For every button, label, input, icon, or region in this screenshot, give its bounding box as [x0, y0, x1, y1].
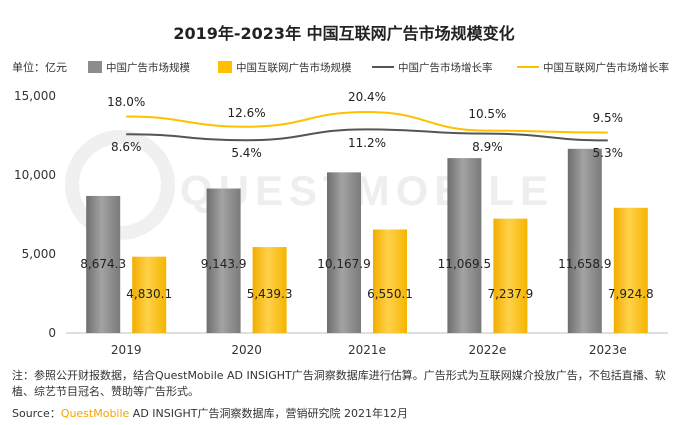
growth-rate-label: 9.5%	[593, 111, 624, 125]
y-tick-label: 0	[48, 326, 56, 340]
bar-value-label: 4,830.1	[126, 287, 172, 301]
bars: 8,674.3 9,143.9 10,167.9 11,069.5 11,658.9 4,…	[80, 148, 654, 333]
bar-value-label: 6,550.1	[367, 287, 413, 301]
growth-rate-label: 10.5%	[468, 107, 506, 121]
bar	[567, 148, 602, 333]
x-axis: 2019 2020 2021e 2022e 2023e	[111, 343, 627, 357]
bar-value-label: 7,237.9	[487, 287, 533, 301]
y-tick-label: 5,000	[22, 247, 56, 261]
x-tick-label: 2019	[111, 343, 142, 357]
growth-rate-label: 20.4%	[348, 90, 386, 104]
legend-swatch	[88, 61, 102, 73]
bar	[327, 172, 361, 333]
bar-value-label: 5,439.3	[247, 287, 293, 301]
footnote: 注：参照公开财报数据，结合QuestMobile AD INSIGHT广告洞察数…	[12, 369, 666, 398]
bar	[86, 195, 121, 333]
source-rest: AD INSIGHT广告洞察数据库，营销研究院 2021年12月	[129, 407, 409, 420]
bar	[447, 158, 482, 333]
legend-label: 中国互联网广告市场规模	[236, 61, 352, 74]
watermark: QUESTMOBILE	[180, 167, 554, 214]
source-line: Source：QuestMobile AD INSIGHT广告洞察数据库，营销研…	[12, 405, 408, 421]
growth-rate-label: 8.9%	[472, 140, 503, 154]
y-tick-label: 10,000	[14, 168, 56, 182]
y-tick-label: 15,000	[14, 89, 56, 103]
x-tick-label: 2021e	[348, 343, 386, 357]
y-axis: 0 5,000 10,000 15,000	[14, 89, 56, 340]
growth-line	[126, 128, 608, 142]
source-prefix: Source：	[12, 407, 61, 420]
x-tick-label: 2023e	[589, 343, 627, 357]
growth-rate-label: 12.6%	[228, 106, 266, 120]
bar-value-label: 8,674.3	[80, 257, 126, 271]
legend-swatch	[218, 61, 232, 73]
bar-value-label: 11,658.9	[558, 257, 611, 271]
growth-rate-label: 8.6%	[111, 140, 142, 154]
bar	[206, 188, 241, 333]
legend-label: 中国广告市场规模	[106, 61, 190, 74]
growth-line	[126, 110, 608, 134]
bar	[493, 218, 528, 333]
bar	[613, 207, 648, 333]
x-tick-label: 2022e	[468, 343, 506, 357]
legend-label: 中国互联网广告市场增长率	[543, 61, 669, 74]
growth-rate-label: 5.3%	[593, 146, 624, 160]
chart-title: 2019年-2023年 中国互联网广告市场规模变化	[173, 24, 515, 43]
growth-lines: 8.6% 5.4% 11.2% 8.9% 5.3% 18.0% 12.6% 20.4% 10.5…	[107, 90, 623, 160]
unit-label: 单位：亿元	[12, 60, 67, 74]
legend: 中国广告市场规模 中国互联网广告市场规模 中国广告市场增长率 中国互联网广告市场增长率	[88, 61, 669, 74]
growth-rate-label: 18.0%	[107, 95, 145, 109]
bar-value-label: 11,069.5	[438, 257, 491, 271]
source-brand: QuestMobile	[60, 407, 130, 420]
bar	[373, 229, 407, 333]
bar-value-label: 7,924.8	[608, 287, 654, 301]
bar-value-label: 10,167.9	[317, 257, 370, 271]
growth-rate-label: 11.2%	[348, 136, 386, 150]
bar	[132, 256, 167, 333]
growth-rate-label: 5.4%	[231, 146, 262, 160]
bar-value-label: 9,143.9	[201, 257, 247, 271]
bar	[252, 247, 287, 333]
legend-label: 中国广告市场增长率	[398, 61, 493, 74]
x-tick-label: 2020	[231, 343, 262, 357]
